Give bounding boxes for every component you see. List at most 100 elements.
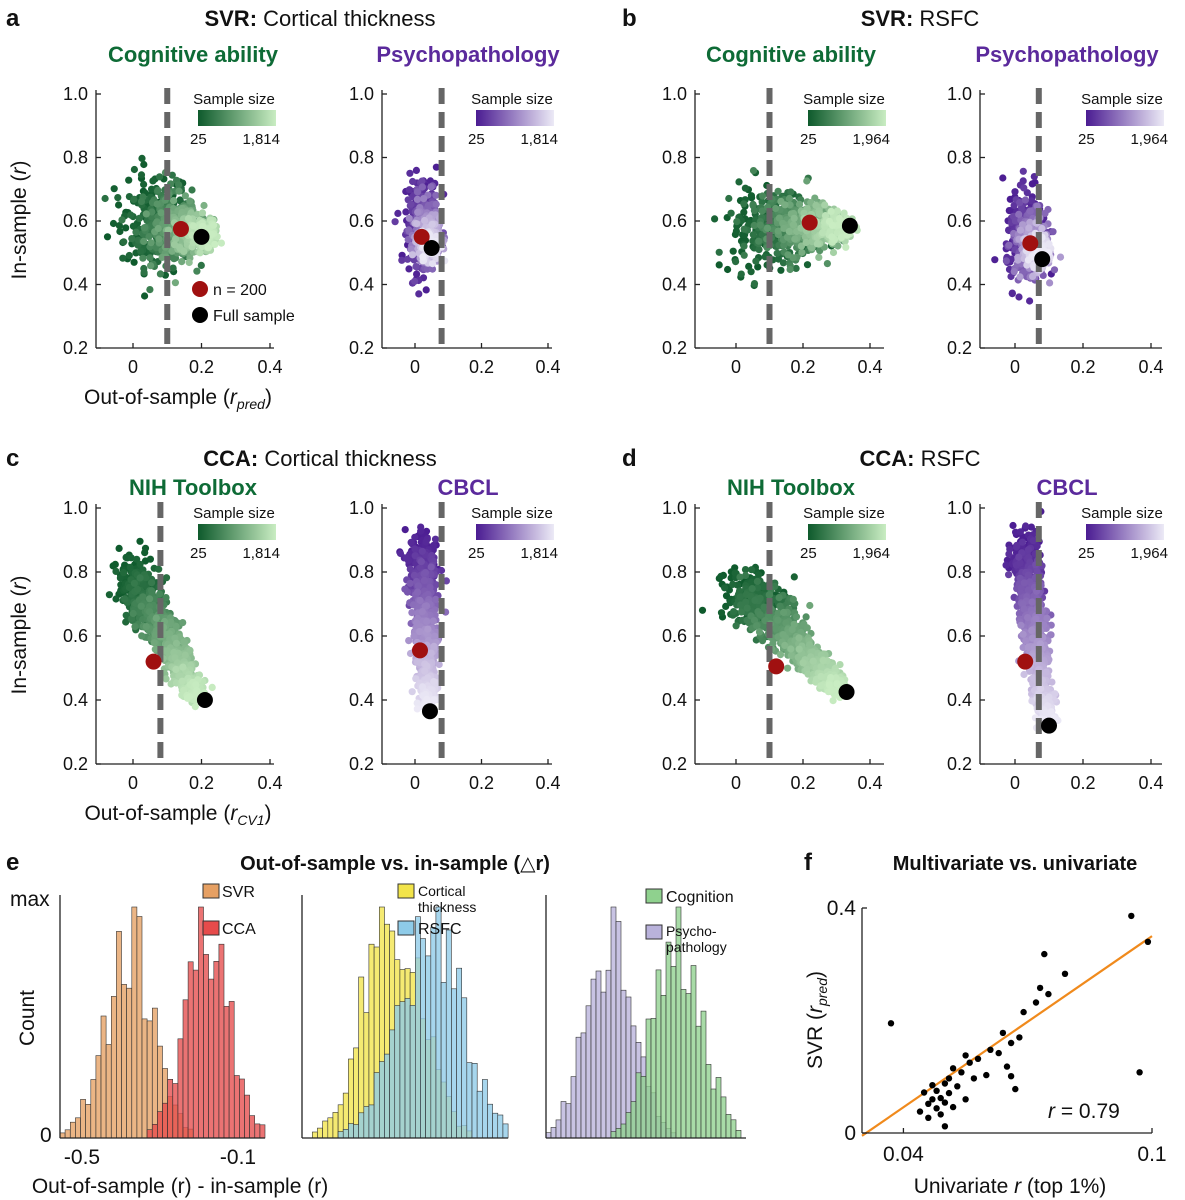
data-point (115, 222, 123, 230)
y-tick-label: 0.4 (947, 275, 972, 295)
data-point (418, 177, 426, 185)
data-point (413, 220, 421, 228)
data-point (164, 226, 173, 234)
data-point (148, 579, 156, 587)
title-b-method: SVR: (861, 6, 914, 31)
data-point (176, 196, 184, 204)
data-point (189, 222, 197, 230)
colorbar-min-label: 25 (468, 131, 485, 148)
data-point (740, 251, 748, 259)
data-point (1025, 224, 1033, 232)
data-point (140, 268, 148, 276)
data-point (125, 176, 133, 184)
data-point (420, 195, 428, 203)
y-tick-label: 0.4 (662, 275, 687, 295)
data-point (120, 569, 128, 577)
data-point (835, 214, 844, 223)
data-point (391, 218, 399, 226)
data-point (181, 192, 189, 200)
data-point (183, 694, 192, 702)
data-point (773, 249, 781, 257)
x-tick-label: 0.4 (257, 357, 282, 377)
data-point (413, 270, 421, 278)
data-point (142, 210, 150, 218)
data-point (755, 237, 763, 245)
panel-label-c: c (6, 445, 19, 472)
y-tick-label: 0.6 (662, 211, 687, 231)
data-point (415, 290, 423, 298)
data-point (154, 186, 162, 194)
data-point (422, 286, 430, 294)
data-point (114, 194, 122, 202)
data-point (1016, 273, 1024, 281)
data-point (821, 201, 829, 209)
data-point (1008, 289, 1016, 297)
data-point (741, 184, 750, 192)
data-point (146, 254, 154, 262)
data-point (116, 227, 124, 236)
data-point (432, 163, 440, 171)
data-point (1015, 293, 1023, 301)
data-point (787, 188, 795, 196)
data-point (156, 590, 164, 598)
y-tick-label: 0.2 (349, 338, 374, 358)
data-point (419, 253, 427, 261)
data-point (1046, 279, 1054, 287)
data-point (791, 235, 799, 243)
data-point (200, 201, 208, 210)
full-sample-point (841, 217, 858, 234)
data-point (421, 569, 430, 577)
data-point (758, 192, 767, 200)
data-point (172, 235, 180, 243)
data-point (186, 197, 194, 205)
data-point (408, 251, 416, 259)
data-point (402, 554, 410, 562)
data-point (145, 233, 153, 241)
y-tick-label: 0.8 (349, 148, 374, 168)
data-point (110, 185, 118, 193)
n200-point (801, 214, 818, 231)
data-point (404, 255, 412, 263)
data-point (405, 186, 413, 194)
x-tick-label: 0.2 (790, 357, 815, 377)
y-tick-label: 1.0 (947, 84, 972, 104)
data-point (405, 214, 413, 222)
panel-label-f: f (804, 849, 813, 876)
subtitle-a-psychopathology: Psychopathology (376, 42, 560, 67)
data-point (405, 265, 413, 273)
data-point (1002, 257, 1011, 265)
x-tick-label: 0.2 (189, 773, 214, 793)
data-point (131, 623, 139, 631)
data-point (155, 565, 163, 573)
data-point (162, 574, 171, 582)
data-point (784, 251, 792, 259)
data-point (136, 537, 144, 545)
data-point (724, 265, 732, 274)
colorbar-title: Sample size (193, 91, 275, 108)
data-point (999, 174, 1007, 182)
y-tick-label: 0.8 (662, 148, 687, 168)
data-point (750, 221, 758, 230)
data-point (798, 248, 806, 257)
y-tick-label: 0.4 (63, 275, 88, 295)
data-point (149, 177, 157, 185)
data-point (132, 228, 140, 236)
data-point (125, 251, 133, 260)
data-point (407, 200, 415, 208)
data-point (833, 207, 842, 215)
data-point (715, 248, 723, 256)
data-point (715, 261, 723, 269)
data-point (150, 639, 158, 647)
data-point (749, 167, 758, 175)
x-tick-label: 0.2 (1070, 357, 1095, 377)
data-point (1005, 241, 1013, 249)
data-point (413, 188, 422, 196)
data-point (217, 239, 225, 247)
data-point (180, 638, 188, 646)
title-b-modality: RSFC (919, 6, 979, 31)
data-point (394, 209, 402, 217)
